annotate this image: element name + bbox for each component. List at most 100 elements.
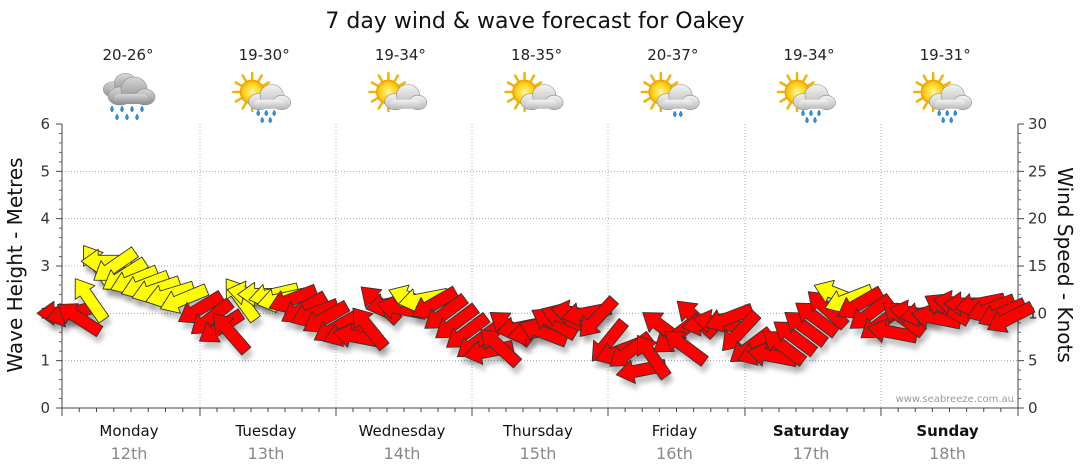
wind-arrow xyxy=(159,283,210,314)
sun-cloud-icon xyxy=(504,71,564,113)
plot-grid xyxy=(62,124,1018,408)
day-temperature-label: 20-26° xyxy=(102,46,153,64)
rain-drop xyxy=(268,116,272,124)
day-temperatures: 20-26° 19-30° 19-34° 18-35° 20-37° 19-34° 19-3… xyxy=(102,46,970,64)
sun-cloud-drizzle-icon xyxy=(640,71,700,118)
cloud-shape xyxy=(384,84,428,110)
sun-ray xyxy=(506,97,515,103)
rain-drop xyxy=(801,109,805,117)
left-tick-label: 3 xyxy=(40,257,50,275)
sun-ray xyxy=(241,102,247,110)
rain-drop xyxy=(937,109,941,117)
sun-ray xyxy=(529,74,536,82)
right-tick-label: 30 xyxy=(1028,115,1047,133)
rain-drop xyxy=(817,109,821,117)
day-temperature-label: 19-34° xyxy=(783,46,834,64)
wind-arrow xyxy=(352,307,390,352)
day-name-label: Thursday xyxy=(502,422,573,440)
sun-ray xyxy=(650,102,656,110)
sun-ray xyxy=(377,74,384,82)
cloud-shape xyxy=(248,84,291,110)
rain-drop xyxy=(813,116,817,124)
day-date-label: 16th xyxy=(656,444,693,463)
cloud-shape xyxy=(656,84,700,110)
sun-ray xyxy=(513,102,520,110)
rain-drop xyxy=(115,113,119,121)
sun-ray xyxy=(802,74,808,82)
day-temperature-label: 19-31° xyxy=(920,46,971,64)
rain-drop xyxy=(135,113,139,121)
day-name-label: Friday xyxy=(652,422,698,440)
sun-ray xyxy=(779,97,787,103)
right-tick-label: 0 xyxy=(1028,399,1038,417)
sun-ray xyxy=(786,74,792,82)
rain-drop xyxy=(260,116,264,124)
sun-ray xyxy=(513,74,520,82)
cloud-shape xyxy=(792,84,836,110)
sun-ray xyxy=(915,81,924,87)
left-axis-title: Wave Height - Metres xyxy=(3,157,27,372)
wind-arrows xyxy=(36,245,1036,384)
rain-drop xyxy=(945,109,949,117)
rain-drop xyxy=(941,116,945,124)
day-date-label: 17th xyxy=(793,444,830,463)
sun-ray xyxy=(234,81,243,87)
sun-ray xyxy=(534,81,543,87)
day-temperature-label: 20-37° xyxy=(647,46,698,64)
right-tick-label: 15 xyxy=(1028,257,1047,275)
rain-drop xyxy=(256,109,260,117)
cloud-base xyxy=(253,99,285,109)
cloud-base xyxy=(798,99,830,109)
sun-cloud-rain-icon xyxy=(231,71,291,124)
right-tick-label: 5 xyxy=(1028,352,1038,370)
cloud-shape xyxy=(520,84,564,110)
left-tick-label: 0 xyxy=(40,399,50,417)
sun-ray xyxy=(234,97,243,103)
wind-arrow xyxy=(74,278,110,324)
rain-drop xyxy=(130,105,134,113)
rain-drop xyxy=(809,109,813,117)
right-tick-label: 25 xyxy=(1028,162,1047,180)
day-name-label: Wednesday xyxy=(359,422,446,440)
rain-drop xyxy=(110,105,114,113)
left-axis-ticks: 0123456 xyxy=(40,115,62,417)
sun-ray xyxy=(922,74,928,82)
sun-ray xyxy=(506,81,515,87)
sun-ray xyxy=(943,81,951,87)
day-date-label: 13th xyxy=(248,444,285,463)
sun-ray xyxy=(643,81,651,87)
rain-drop xyxy=(805,116,809,124)
chart-title: 7 day wind & wave forecast for Oakey xyxy=(325,9,744,34)
day-date-label: 12th xyxy=(111,444,148,463)
sun-ray xyxy=(938,74,944,82)
sun-ray xyxy=(262,81,270,87)
right-axis-title: Wind Speed - Knots xyxy=(1053,167,1077,363)
wind-arrow xyxy=(664,331,709,367)
cloud-shape xyxy=(107,76,156,106)
rain-drop xyxy=(953,109,957,117)
left-tick-label: 4 xyxy=(40,210,50,228)
wind-arrow xyxy=(579,295,619,337)
sun-ray xyxy=(370,81,379,87)
day-temperature-label: 19-30° xyxy=(239,46,290,64)
sun-ray xyxy=(377,102,384,110)
sun-ray xyxy=(393,74,400,82)
wind-arrow xyxy=(213,313,252,356)
cloud-base xyxy=(526,99,557,109)
sun-ray xyxy=(786,102,792,110)
day-name-label: Sunday xyxy=(916,422,979,440)
wind-arrow xyxy=(867,318,919,344)
day-name-label: Saturday xyxy=(773,422,850,440)
rain-drop xyxy=(140,105,144,113)
day-name-label: Monday xyxy=(99,422,158,440)
cloud-shape xyxy=(929,84,972,110)
rain-drop xyxy=(125,113,129,121)
rain-drop xyxy=(264,109,268,117)
cloud-base xyxy=(662,99,693,109)
cloud-base xyxy=(934,99,966,109)
sun-cloud-icon xyxy=(368,71,428,113)
sun-cloud-rain-icon xyxy=(776,71,836,124)
sun-cloud-rain-icon xyxy=(912,71,972,124)
